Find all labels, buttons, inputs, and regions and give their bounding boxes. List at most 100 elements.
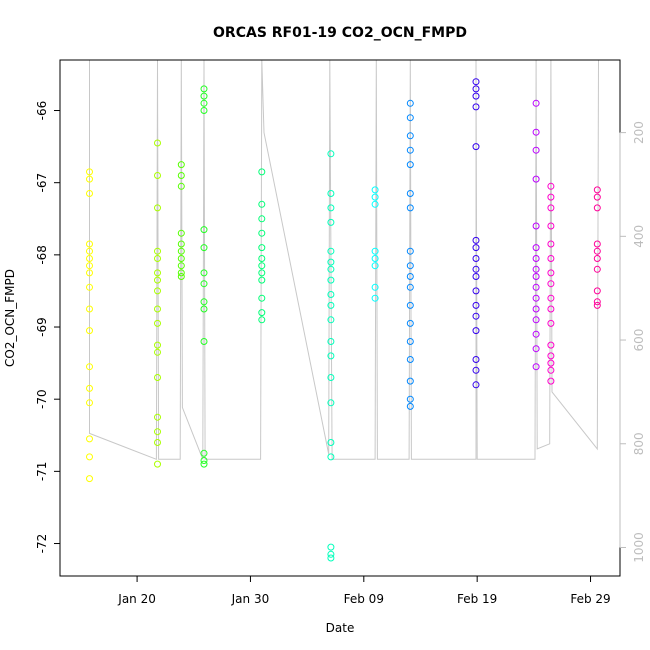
- data-point: [371, 283, 379, 291]
- data-point: [547, 222, 555, 230]
- data-point: [593, 186, 601, 194]
- data-point: [154, 413, 161, 421]
- data-point: [547, 352, 555, 360]
- data-point: [406, 395, 414, 403]
- chart-title: ORCAS RF01-19 CO2_OCN_FMPD: [213, 25, 467, 41]
- data-point: [327, 399, 335, 407]
- y-tick-label: -71: [35, 462, 49, 482]
- data-point: [327, 204, 335, 212]
- y2-tick-label: 1000: [632, 532, 646, 563]
- data-point: [593, 204, 601, 212]
- data-point: [154, 269, 161, 277]
- data-point: [200, 338, 208, 345]
- data-point: [200, 305, 208, 313]
- data-point: [258, 309, 266, 317]
- data-point: [154, 204, 161, 212]
- data-point: [406, 283, 414, 291]
- data-point: [258, 168, 266, 176]
- data-point: [532, 146, 540, 154]
- y-tick-label: -70: [35, 389, 49, 409]
- data-point: [472, 381, 480, 389]
- data-point: [177, 172, 185, 179]
- data-point: [406, 356, 414, 363]
- data-point: [472, 78, 480, 86]
- data-point: [532, 330, 540, 338]
- data-point: [472, 312, 480, 320]
- data-point: [472, 236, 480, 244]
- data-point: [86, 190, 93, 197]
- data-point: [327, 190, 335, 197]
- y-tick-label: -69: [35, 317, 49, 337]
- data-point: [327, 258, 335, 266]
- data-point: [86, 247, 93, 255]
- data-point: [406, 301, 414, 309]
- data-point: [327, 439, 335, 446]
- y-tick-label: -68: [35, 245, 49, 265]
- y2-tick-label: 200: [632, 121, 646, 144]
- data-point: [154, 172, 161, 179]
- data-point: [547, 377, 555, 385]
- y-tick-label: -72: [35, 534, 49, 554]
- data-point: [532, 175, 540, 183]
- data-point: [177, 255, 185, 262]
- data-point: [154, 439, 161, 446]
- data-point: [371, 255, 379, 262]
- data-point: [406, 99, 414, 107]
- data-point: [593, 255, 601, 262]
- data-point: [86, 262, 93, 270]
- data-point: [86, 240, 93, 248]
- data-point: [177, 247, 185, 255]
- data-point: [547, 305, 555, 313]
- data-point: [327, 374, 335, 381]
- data-point: [154, 255, 161, 262]
- data-point: [532, 363, 540, 371]
- data-point: [86, 384, 93, 392]
- data-point: [154, 305, 161, 313]
- x-tick-label: Jan 20: [117, 592, 156, 606]
- data-point: [472, 301, 480, 309]
- data-point: [547, 319, 555, 327]
- y2-tick-label: 400: [632, 225, 646, 248]
- data-point: [86, 327, 93, 335]
- data-point: [177, 229, 185, 237]
- data-point: [406, 338, 414, 345]
- x-axis: Jan 20 Jan 30 Feb 09 Feb 19 Feb 29: [117, 575, 611, 606]
- data-point: [258, 244, 266, 252]
- data-point: [177, 161, 185, 169]
- data-point: [547, 359, 555, 367]
- data-point: [593, 247, 601, 255]
- data-point: [406, 247, 414, 255]
- data-point: [177, 273, 185, 280]
- data-point: [547, 280, 555, 288]
- data-point: [547, 341, 555, 349]
- data-point: [371, 262, 379, 270]
- data-point: [327, 247, 335, 255]
- data-point: [327, 218, 335, 226]
- data-points-layer: [86, 78, 601, 562]
- data-point: [200, 269, 208, 277]
- data-point: [547, 255, 555, 262]
- data-point: [327, 291, 335, 298]
- data-point: [86, 168, 93, 176]
- y-axis-label: CO2_OCN_FMPD: [3, 269, 17, 367]
- data-point: [327, 265, 335, 273]
- data-point: [154, 341, 161, 349]
- data-point: [177, 182, 185, 190]
- y2-tick-label: 600: [632, 329, 646, 352]
- data-point: [406, 204, 414, 212]
- data-point: [532, 244, 540, 252]
- data-point: [258, 262, 266, 270]
- data-point: [371, 247, 379, 255]
- data-point: [327, 150, 335, 158]
- data-point: [154, 276, 161, 284]
- data-point: [472, 327, 480, 335]
- data-point: [472, 143, 480, 151]
- data-point: [86, 453, 93, 461]
- data-point: [371, 294, 379, 302]
- data-point: [532, 99, 540, 107]
- data-point: [258, 269, 266, 277]
- y-tick-label: -67: [35, 173, 49, 193]
- data-point: [472, 255, 480, 262]
- data-point: [200, 449, 208, 457]
